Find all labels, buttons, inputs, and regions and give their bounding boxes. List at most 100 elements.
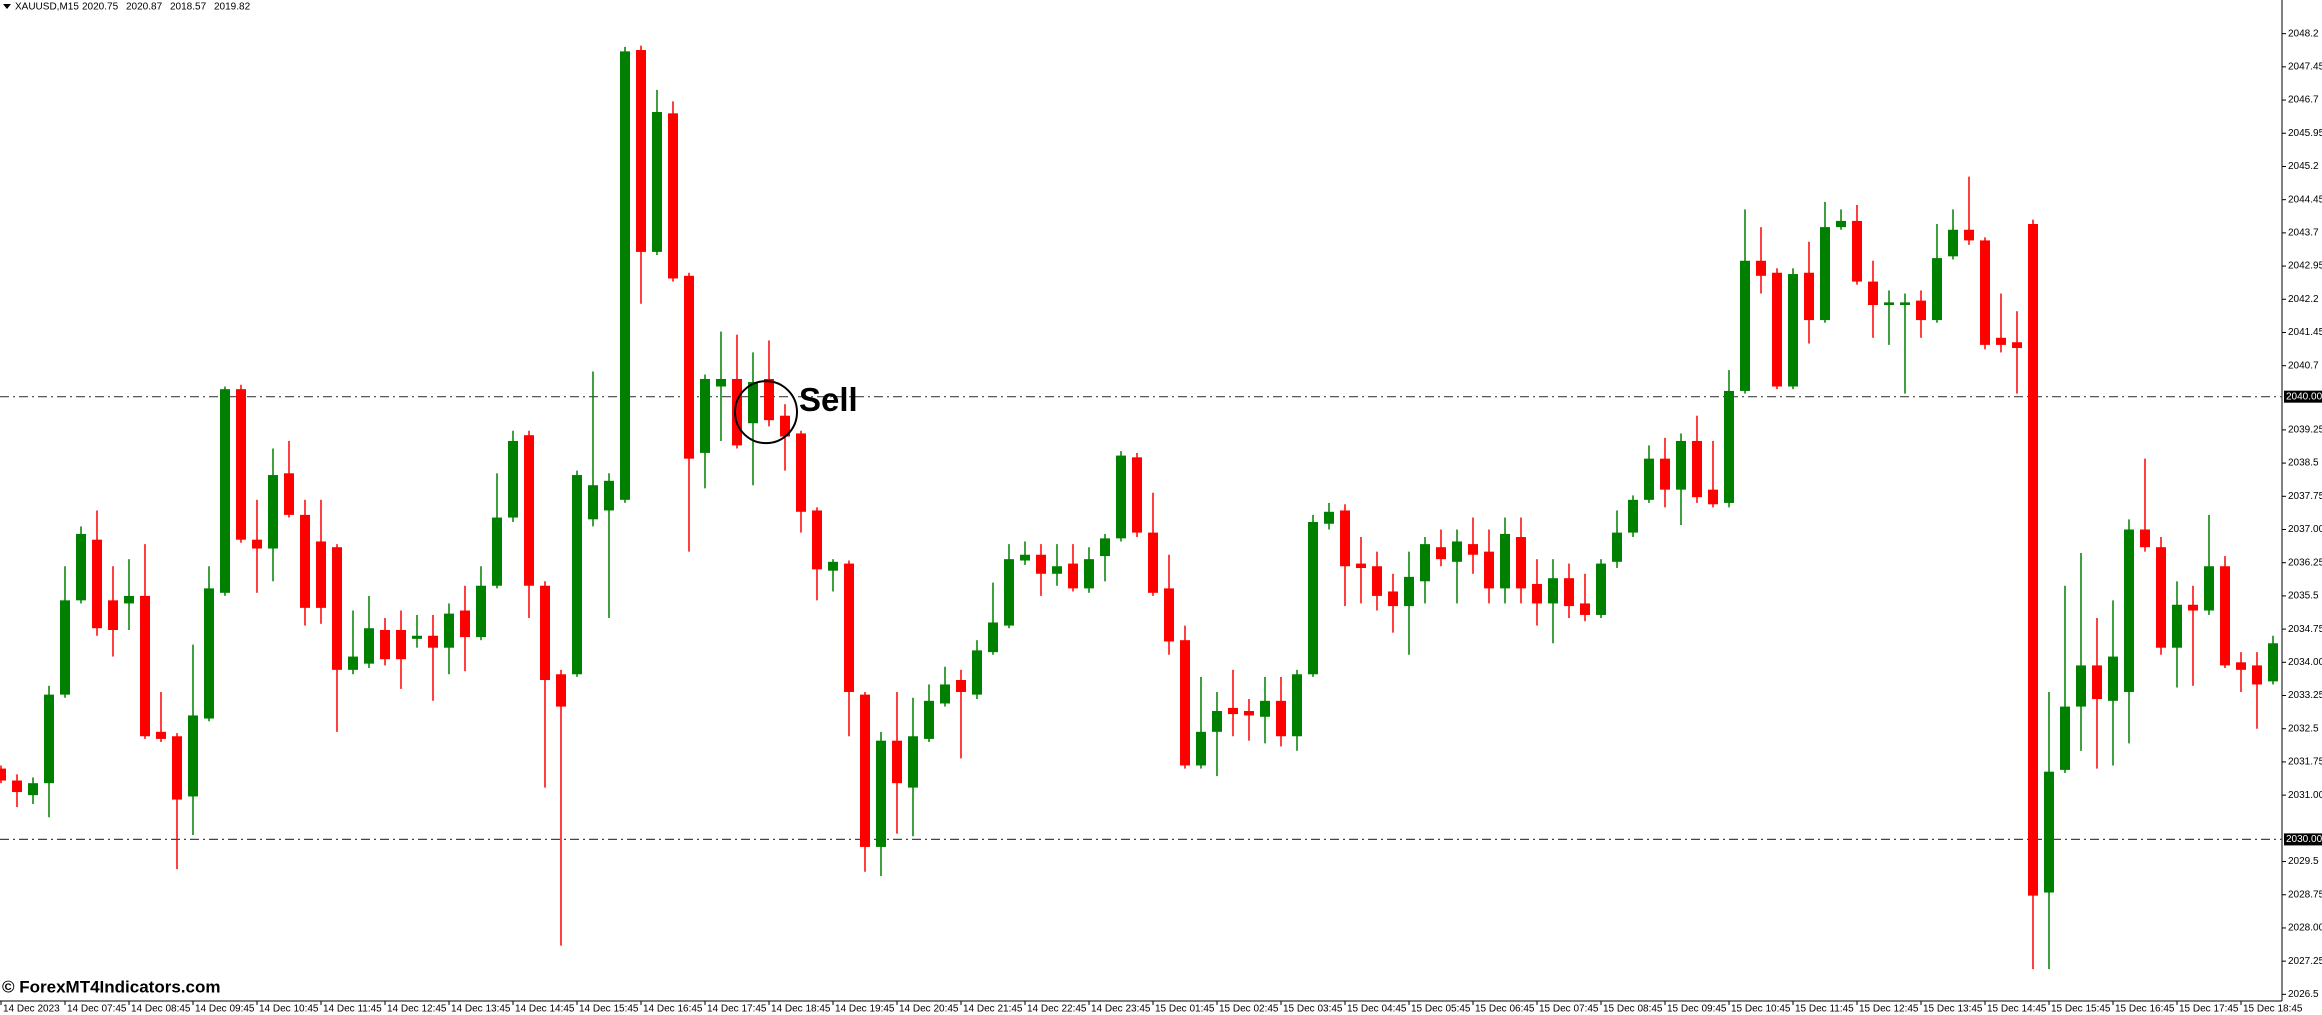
candle-body — [1324, 511, 1334, 524]
candle-body — [716, 378, 726, 387]
candle-body — [1052, 566, 1062, 574]
x-tick-label: 15 Dec 06:45 — [1475, 1004, 1535, 1015]
y-tick-label: 2039.25 — [2288, 425, 2322, 436]
candle-body — [332, 547, 342, 670]
candle-body — [0, 768, 6, 781]
candle-body — [76, 533, 86, 601]
watermark: © ForexMT4Indicators.com — [2, 977, 220, 996]
candle-body — [1372, 566, 1382, 596]
candle-body — [1660, 458, 1670, 490]
candle-body — [156, 731, 166, 739]
candle-body — [1852, 220, 1862, 282]
x-tick-label: 15 Dec 05:45 — [1411, 1004, 1471, 1015]
candle-body — [1868, 281, 1878, 306]
y-tick-label: 2043.7 — [2288, 228, 2319, 239]
candle-body — [988, 622, 998, 653]
candle-body — [188, 715, 198, 797]
x-tick-label: 15 Dec 08:45 — [1603, 1004, 1663, 1015]
x-tick-label: 15 Dec 16:45 — [2115, 1004, 2175, 1015]
x-tick-label: 15 Dec 01:45 — [1155, 1004, 1215, 1015]
header-value: 2020.75 — [82, 2, 119, 13]
candle-body — [860, 694, 870, 847]
candle-body — [1148, 532, 1158, 593]
candle-body — [1708, 489, 1718, 505]
candle-body — [604, 480, 614, 511]
candle-body — [956, 680, 966, 692]
candle-body — [1244, 711, 1254, 716]
y-tick-label: 2038.5 — [2288, 458, 2319, 469]
candle-body — [844, 563, 854, 692]
x-tick-label: 15 Dec 15:45 — [2051, 1004, 2111, 1015]
candle-body — [396, 629, 406, 660]
candle-body — [1836, 220, 1846, 228]
y-tick-label: 2037.75 — [2288, 491, 2322, 502]
candle-body — [2124, 529, 2134, 692]
candle-body — [2188, 604, 2198, 611]
candle-body — [1916, 300, 1926, 321]
candle-body — [1980, 240, 1990, 345]
candle-body — [1532, 583, 1542, 604]
candle-body — [508, 440, 518, 518]
x-tick-label: 14 Dec 2023 — [3, 1004, 60, 1015]
y-tick-label: 2037.00 — [2288, 524, 2322, 535]
candle-body — [2028, 224, 2038, 896]
candle-body — [1436, 547, 1446, 560]
candle-body — [1948, 229, 1958, 257]
y-tick-label: 2040.7 — [2288, 360, 2319, 371]
candle-body — [2140, 529, 2150, 548]
candle-body — [1884, 302, 1894, 306]
candle-body — [28, 783, 38, 796]
candle-body — [284, 473, 294, 515]
x-tick-label: 15 Dec 02:45 — [1219, 1004, 1279, 1015]
y-tick-label: 2041.45 — [2288, 327, 2322, 338]
candle-body — [700, 378, 710, 453]
candle-body — [636, 50, 646, 252]
candle-body — [2108, 656, 2118, 701]
candle-body — [1964, 229, 1974, 241]
x-tick-label: 15 Dec 07:45 — [1539, 1004, 1599, 1015]
candle-body — [2172, 604, 2182, 648]
candle-body — [428, 635, 438, 648]
x-tick-label: 14 Dec 21:45 — [963, 1004, 1023, 1015]
candle-body — [1500, 533, 1510, 589]
x-tick-label: 15 Dec 13:45 — [1923, 1004, 1983, 1015]
candle-body — [2268, 643, 2278, 682]
candle-body — [876, 740, 886, 847]
header-value: 2018.57 — [170, 2, 207, 13]
x-tick-label: 15 Dec 09:45 — [1667, 1004, 1727, 1015]
y-tick-label: 2035.5 — [2288, 591, 2319, 602]
candle-body — [556, 674, 566, 707]
candle-body — [812, 510, 822, 570]
candle-body — [236, 389, 246, 540]
candle-body — [940, 684, 950, 704]
candle-body — [1676, 440, 1686, 490]
candle-body — [1788, 274, 1798, 387]
candle-body — [1516, 537, 1526, 589]
candle-body — [748, 382, 758, 424]
candle-body — [1292, 674, 1302, 737]
candle-body — [1740, 260, 1750, 391]
candle-body — [908, 736, 918, 788]
candle-body — [412, 635, 422, 639]
candle-body — [2012, 342, 2022, 348]
candle-body — [892, 740, 902, 784]
symbol-menu-arrow — [3, 4, 11, 9]
candle-body — [2044, 771, 2054, 893]
candle-body — [1356, 563, 1366, 569]
candle-body — [268, 475, 278, 549]
candle-body — [1580, 603, 1590, 615]
candle-body — [1036, 554, 1046, 574]
x-tick-label: 15 Dec 18:45 — [2243, 1004, 2303, 1015]
x-tick-label: 15 Dec 04:45 — [1347, 1004, 1407, 1015]
candle-body — [476, 585, 486, 638]
candle-body — [1596, 563, 1606, 615]
candle-body — [1164, 588, 1174, 642]
y-tick-label: 2045.95 — [2288, 128, 2322, 139]
candle-body — [1116, 455, 1126, 539]
x-tick-label: 15 Dec 12:45 — [1859, 1004, 1919, 1015]
candle-body — [2092, 665, 2102, 700]
candle-body — [1260, 700, 1270, 717]
candle-body — [364, 628, 374, 664]
x-tick-label: 14 Dec 18:45 — [771, 1004, 831, 1015]
